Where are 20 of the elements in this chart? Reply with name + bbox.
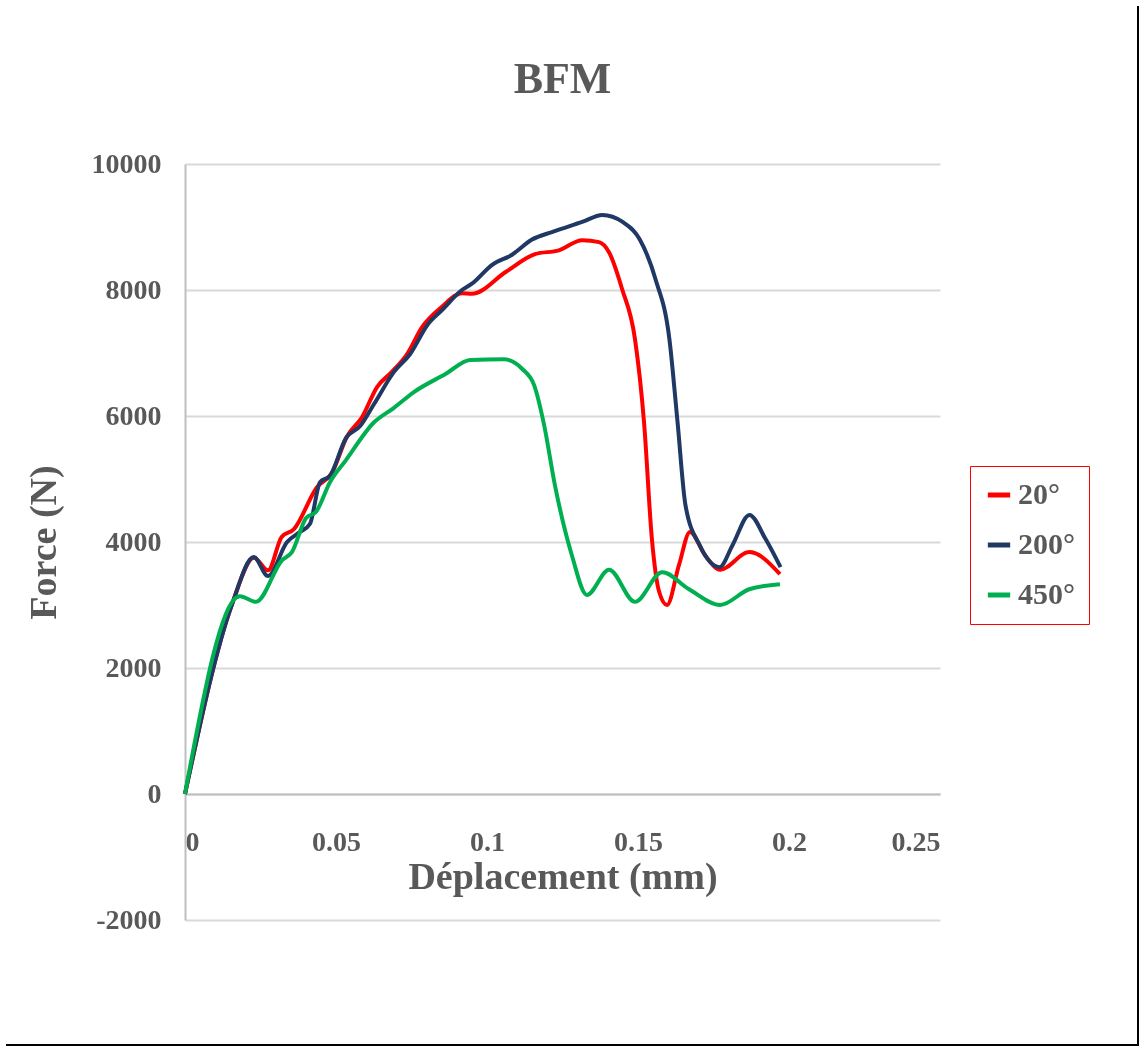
x-tick-label: 0 xyxy=(185,825,200,857)
legend-label: 200° xyxy=(1018,527,1075,560)
x-tick-label: 0.2 xyxy=(772,825,807,857)
x-tick-label: 0.25 xyxy=(891,825,941,857)
y-tick-label: 6000 xyxy=(105,399,162,431)
y-tick-label: 2000 xyxy=(105,651,162,683)
y-tick-label: 8000 xyxy=(105,273,162,305)
y-tick-label: 4000 xyxy=(105,525,162,557)
y-tick-label: 10000 xyxy=(91,147,162,179)
chart-title: BFM xyxy=(513,54,612,103)
y-tick-label: -2000 xyxy=(96,903,162,935)
x-tick-label: 0.05 xyxy=(312,825,361,857)
y-axis-title: Force (N) xyxy=(21,465,65,620)
y-tick-label: 0 xyxy=(147,777,162,809)
x-tick-label: 0.15 xyxy=(614,825,663,857)
x-axis-title: Déplacement (mm) xyxy=(408,854,718,898)
line-series xyxy=(183,357,782,796)
x-tick-label: 0.1 xyxy=(470,825,505,857)
legend-label: 450° xyxy=(1018,577,1075,610)
legend-label: 20° xyxy=(1018,477,1060,510)
